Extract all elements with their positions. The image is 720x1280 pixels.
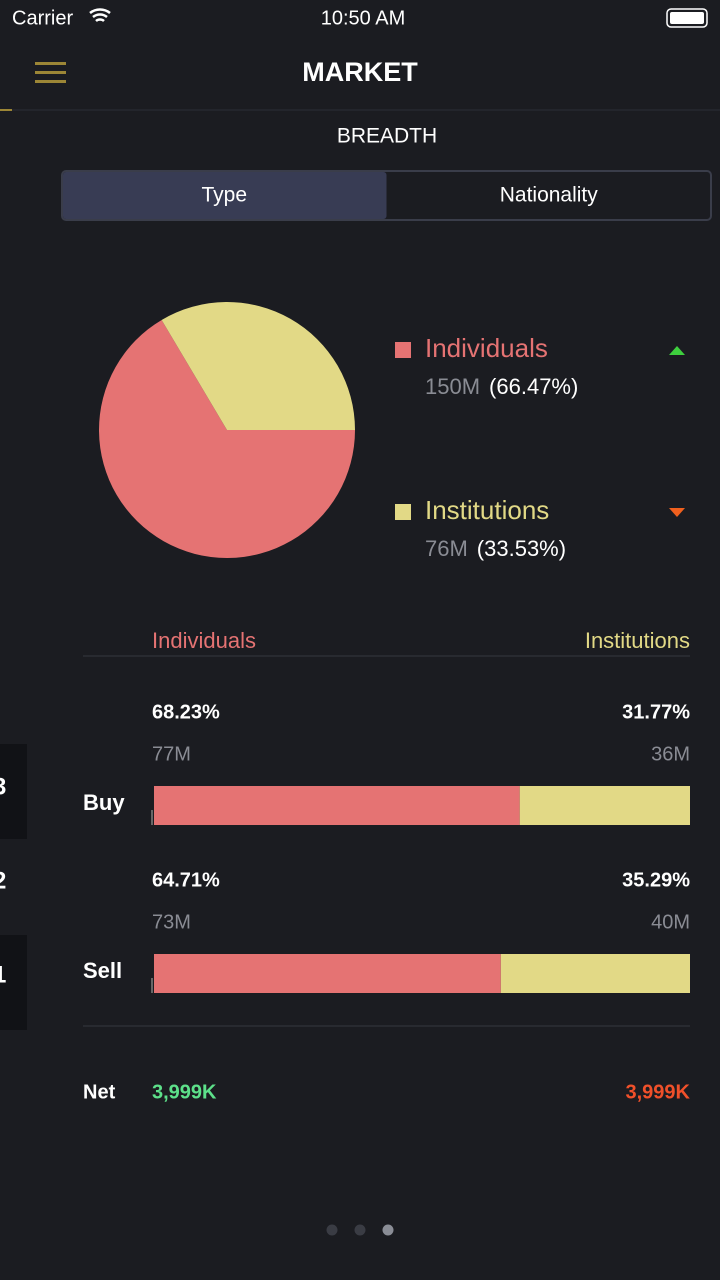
page-dot[interactable] (354, 1224, 366, 1236)
clock: 10:50 AM (321, 7, 406, 29)
net-individuals: 3,999K (152, 1081, 217, 1103)
page-dot[interactable] (382, 1224, 394, 1236)
amount-label: 36M (651, 743, 690, 765)
side-fragment: 1 (0, 961, 6, 988)
menu-bar (35, 62, 66, 65)
section-title: BREADTH (337, 125, 437, 148)
tab-selected-bg (63, 172, 387, 219)
legend-amount: 150M (425, 374, 480, 399)
tab-label: Nationality (500, 184, 599, 207)
pie-slice (98, 319, 355, 558)
carrier: Carrier (12, 7, 73, 29)
battery (666, 8, 708, 28)
legend-swatch (395, 504, 411, 520)
amount-label: 73M (152, 911, 191, 933)
percent-label: 68.23% (152, 701, 220, 723)
legend-percent: (33.53%) (477, 536, 566, 561)
trend-arrow (669, 346, 685, 355)
trend-arrow (669, 508, 685, 517)
legend-label: Individuals (425, 333, 548, 363)
amount-label: 77M (152, 743, 191, 765)
column-header: Individuals (152, 628, 256, 653)
menu-button[interactable] (35, 62, 66, 83)
amount-label: 40M (651, 911, 690, 933)
battery-level (670, 12, 704, 24)
header-title: MARKET (302, 57, 418, 87)
tab[interactable]: Nationality (500, 184, 599, 207)
menu-bar (35, 71, 66, 74)
wifi-icon (89, 8, 111, 23)
side-fragment: 3 (0, 773, 6, 800)
legend-percent: (66.47%) (489, 374, 578, 399)
bar-segment (154, 786, 520, 825)
tab-label: Type (201, 184, 247, 207)
side-card (0, 935, 27, 1030)
row-label: Sell (83, 958, 122, 983)
row-label: Buy (83, 790, 125, 815)
legend-label: Institutions (425, 495, 549, 525)
bar-segment (154, 954, 501, 993)
net-label: Net (83, 1081, 116, 1103)
legend-amount: 76M (425, 536, 468, 561)
legend-swatch (395, 342, 411, 358)
side-fragment: 2 (0, 867, 6, 894)
pie-slice (161, 301, 355, 430)
column-header: Institutions (585, 628, 690, 653)
tab[interactable]: Type (63, 172, 387, 219)
net-institutions: 3,999K (626, 1081, 691, 1103)
menu-bar (35, 80, 66, 83)
percent-label: 35.29% (622, 869, 690, 891)
percent-label: 64.71% (152, 869, 220, 891)
bar-segment (519, 786, 690, 825)
percent-label: 31.77% (622, 701, 690, 723)
bar-segment (500, 954, 690, 993)
page-dot[interactable] (326, 1224, 338, 1236)
side-card (0, 744, 27, 839)
